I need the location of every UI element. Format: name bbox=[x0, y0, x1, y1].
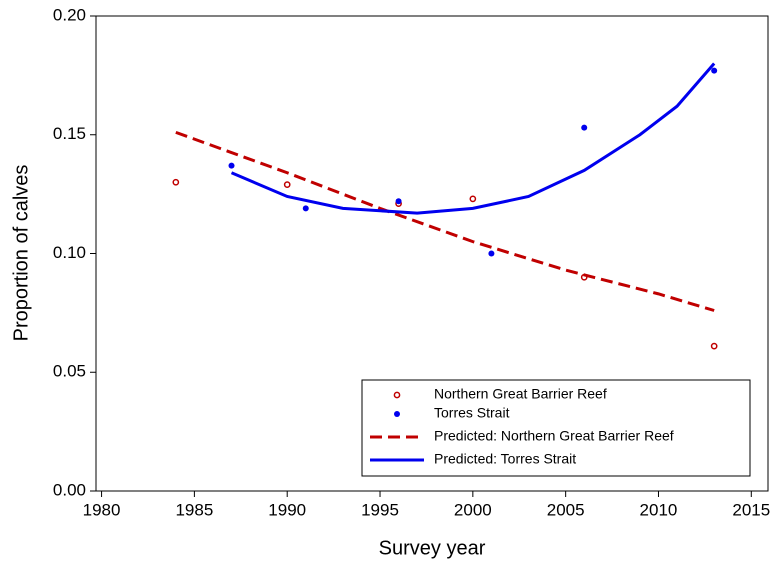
x-tick-label: 1980 bbox=[83, 500, 121, 519]
y-tick-label: 0.00 bbox=[53, 480, 86, 499]
y-axis-label: Proportion of calves bbox=[10, 165, 32, 342]
legend-label: Predicted: Northern Great Barrier Reef bbox=[434, 428, 674, 444]
x-tick-label: 1995 bbox=[361, 500, 399, 519]
data-point bbox=[581, 124, 588, 131]
fit-line bbox=[175, 130, 715, 312]
legend-box bbox=[361, 379, 751, 477]
x-axis-label: Survey year bbox=[379, 537, 486, 559]
legend-label: Predicted: Torres Strait bbox=[434, 451, 576, 467]
y-tick-label: 0.10 bbox=[53, 243, 86, 262]
data-point bbox=[488, 250, 495, 257]
legend-label: Torres Strait bbox=[434, 405, 510, 421]
y-tick-label: 0.20 bbox=[53, 5, 86, 24]
data-point bbox=[395, 198, 402, 205]
data-point bbox=[710, 342, 718, 350]
x-tick-label: 2010 bbox=[640, 500, 678, 519]
x-tick-label: 1985 bbox=[175, 500, 213, 519]
fit-line bbox=[230, 62, 716, 215]
x-tick-label: 2000 bbox=[454, 500, 492, 519]
legend-swatch bbox=[393, 391, 401, 399]
data-point bbox=[283, 181, 291, 188]
legend-label: Northern Great Barrier Reef bbox=[434, 386, 607, 402]
data-point bbox=[711, 67, 718, 74]
x-tick-label: 2005 bbox=[547, 500, 585, 519]
y-tick-label: 0.05 bbox=[53, 362, 86, 381]
x-tick-label: 1990 bbox=[268, 500, 306, 519]
data-point bbox=[172, 178, 180, 186]
data-point bbox=[302, 205, 309, 212]
data-point bbox=[228, 162, 235, 169]
y-tick-label: 0.15 bbox=[53, 124, 86, 143]
x-tick-label: 2015 bbox=[732, 500, 770, 519]
legend-swatch bbox=[394, 411, 400, 417]
data-point bbox=[469, 195, 477, 203]
